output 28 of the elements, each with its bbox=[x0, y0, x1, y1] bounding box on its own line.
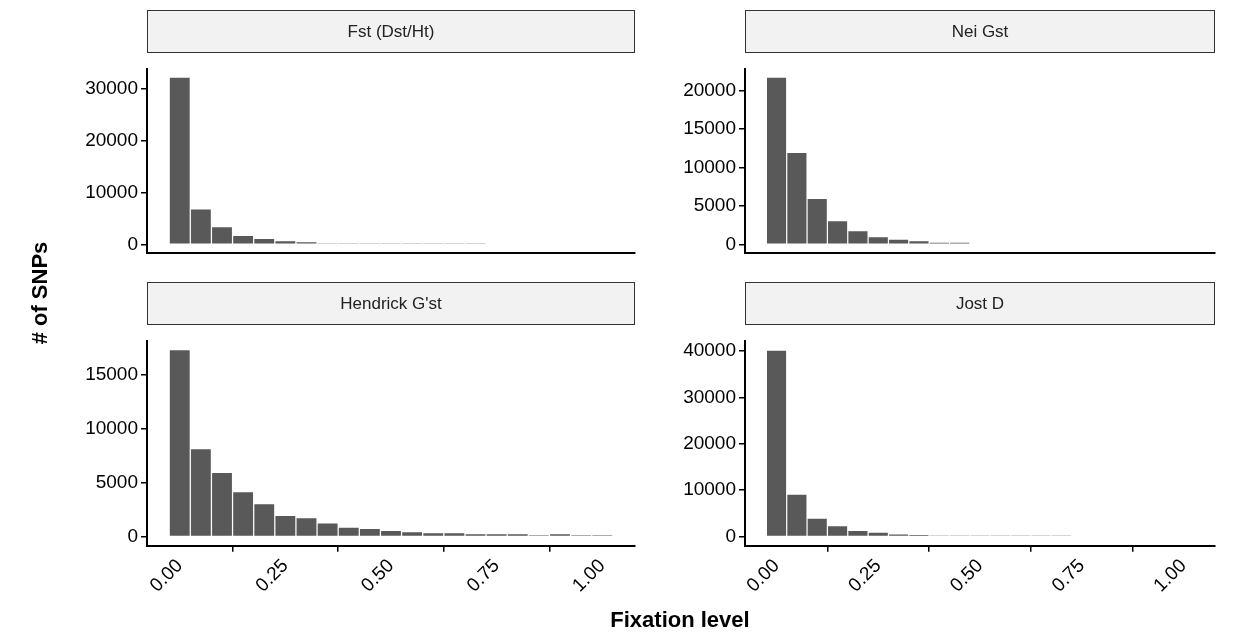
chart-title: Fst (Dst/Ht) bbox=[147, 10, 635, 53]
y-tick-label: 30000 bbox=[85, 76, 138, 98]
y-tick-label: 20000 bbox=[683, 79, 736, 101]
y-tick-label: 0 bbox=[725, 524, 736, 546]
y-tick-label: 15000 bbox=[85, 363, 138, 385]
x-tick-label: 0.00 bbox=[742, 554, 784, 596]
y-tick-label: 0 bbox=[725, 232, 736, 254]
x-tick-label: 0.50 bbox=[945, 554, 987, 596]
y-tick-label: 5000 bbox=[95, 470, 138, 492]
y-tick-label: 10000 bbox=[85, 180, 138, 202]
y-tick-label: 20000 bbox=[85, 128, 138, 150]
y-tick-label: 40000 bbox=[683, 339, 736, 361]
chart-title: Nei Gst bbox=[745, 10, 1215, 53]
y-axis-title: # of SNPs bbox=[27, 240, 53, 347]
x-tick-label: 0.50 bbox=[356, 554, 398, 596]
y-tick-label: 15000 bbox=[683, 117, 736, 139]
y-tick-label: 5000 bbox=[693, 194, 736, 216]
y-tick-label: 0 bbox=[127, 232, 138, 254]
x-axis-title: Fixation level bbox=[609, 607, 751, 633]
y-tick-label: 0 bbox=[127, 524, 138, 546]
chart-title: Jost D bbox=[745, 282, 1215, 325]
y-tick-label: 30000 bbox=[683, 385, 736, 407]
y-tick-label: 10000 bbox=[683, 478, 736, 500]
chart-title: Hendrick G'st bbox=[147, 282, 635, 325]
y-tick-label: 10000 bbox=[683, 155, 736, 177]
y-tick-label: 10000 bbox=[85, 417, 138, 439]
x-tick-label: 0.00 bbox=[145, 554, 187, 596]
y-tick-label: 20000 bbox=[683, 432, 736, 454]
